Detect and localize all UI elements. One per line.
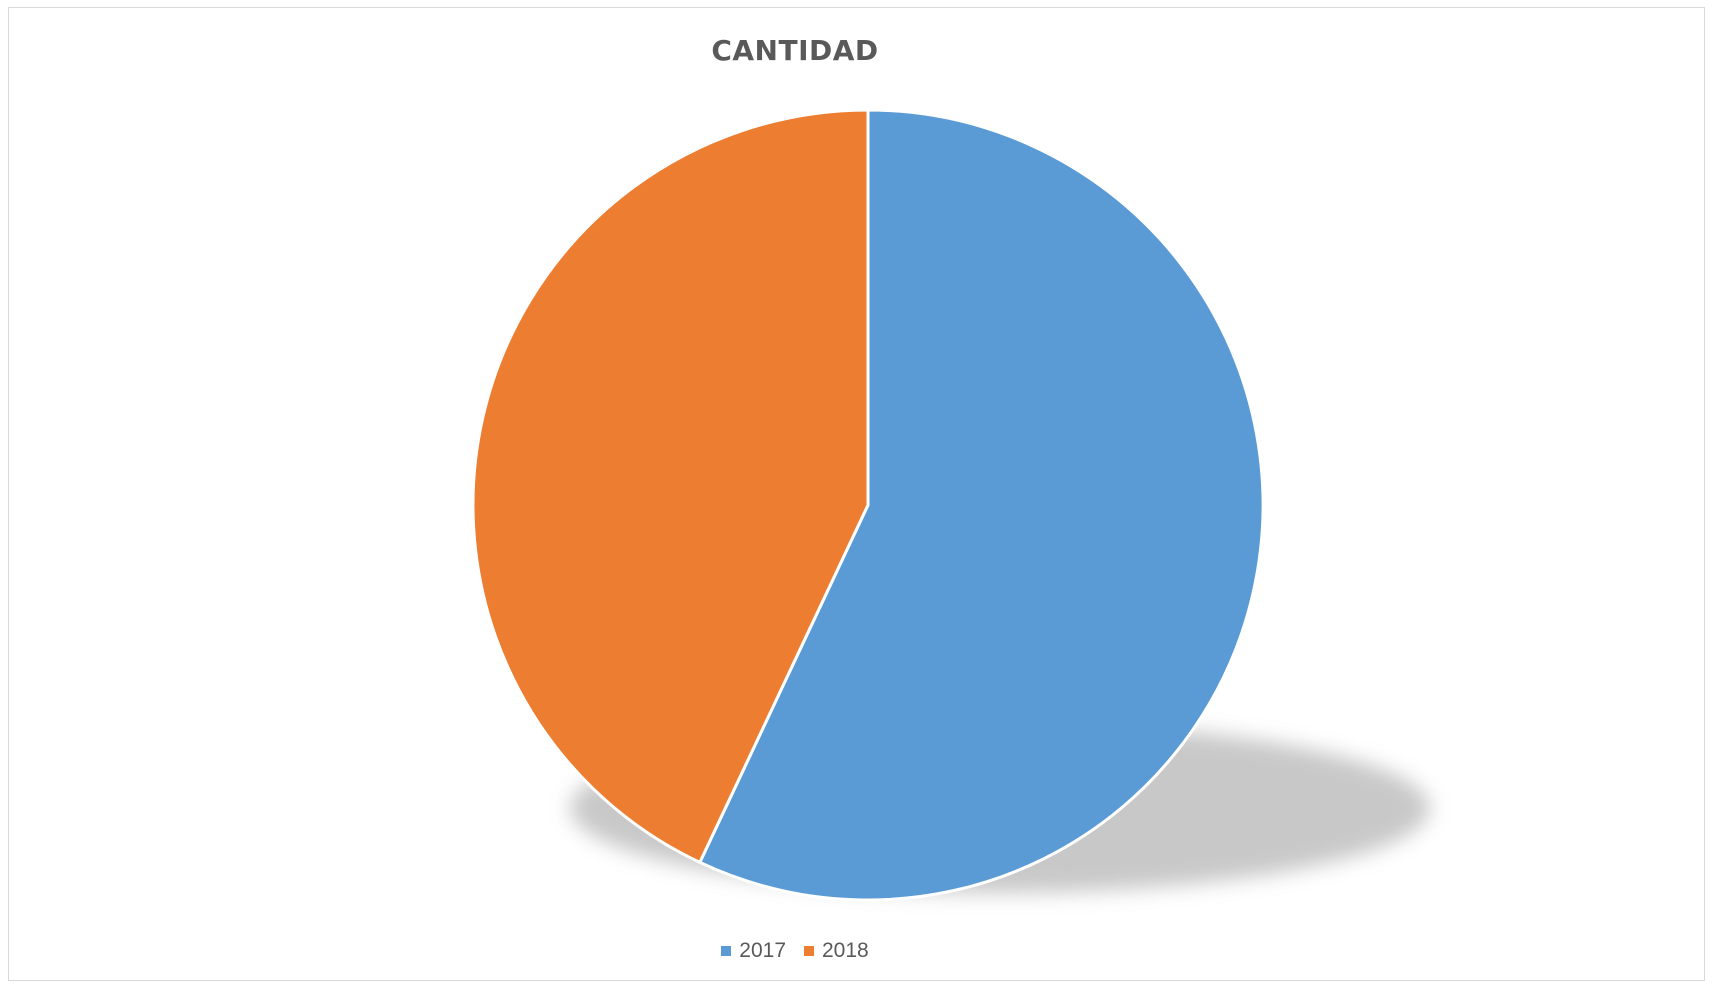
legend-item-2017: 2017 bbox=[721, 939, 786, 963]
legend-label-2018: 2018 bbox=[822, 939, 869, 962]
chart-title: CANTIDAD bbox=[711, 34, 879, 67]
legend-item-2018: 2018 bbox=[804, 939, 869, 963]
legend-label-2017: 2017 bbox=[739, 939, 786, 962]
legend-swatch-2017 bbox=[721, 946, 732, 956]
legend-swatch-2018 bbox=[804, 946, 814, 956]
pie-slices bbox=[471, 108, 1265, 902]
pie-slice-2017 bbox=[698, 108, 1265, 902]
pie-slice-2018 bbox=[471, 108, 870, 864]
legend: 2017 2018 bbox=[0, 939, 1590, 963]
